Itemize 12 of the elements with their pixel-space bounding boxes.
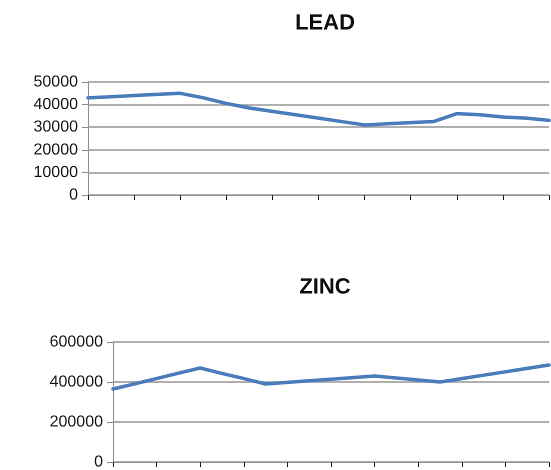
y-tick-label: 40000 bbox=[34, 96, 78, 114]
y-tick-label: 30000 bbox=[34, 118, 78, 136]
y-tick-label: 20000 bbox=[34, 141, 78, 158]
y-tick-label: 600000 bbox=[50, 334, 104, 350]
y-tick-label: 0 bbox=[69, 186, 78, 204]
y-tick-label: 10000 bbox=[34, 164, 78, 181]
y-tick-label: 50000 bbox=[34, 74, 78, 90]
chart-title: LEAD bbox=[295, 10, 355, 34]
y-tick-label: 200000 bbox=[50, 414, 104, 430]
y-tick-label: 400000 bbox=[50, 374, 104, 390]
y-tick-label: 0 bbox=[94, 454, 104, 470]
chart-title: ZINC bbox=[299, 274, 351, 298]
